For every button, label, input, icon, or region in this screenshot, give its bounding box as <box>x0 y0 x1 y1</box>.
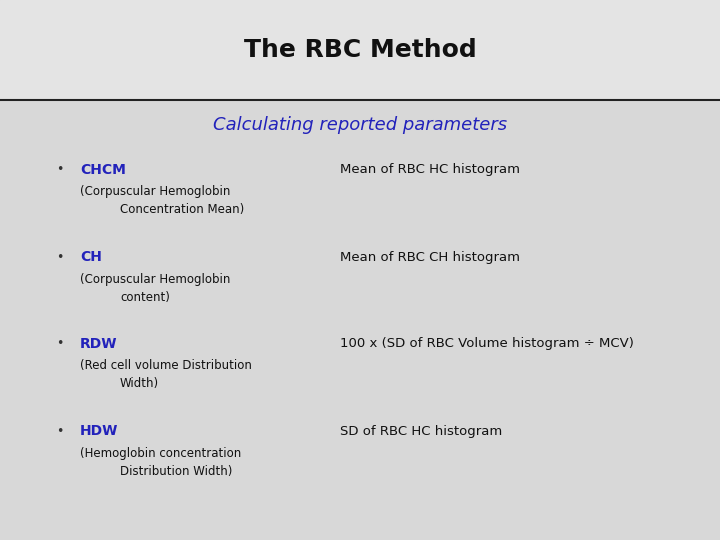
Text: •: • <box>56 338 63 350</box>
Text: (Red cell volume Distribution: (Red cell volume Distribution <box>80 360 252 373</box>
Text: •: • <box>56 424 63 437</box>
Text: RDW: RDW <box>80 337 117 351</box>
Text: content): content) <box>120 291 170 303</box>
Text: Distribution Width): Distribution Width) <box>120 464 233 477</box>
Text: Calculating reported parameters: Calculating reported parameters <box>213 116 507 134</box>
Text: •: • <box>56 251 63 264</box>
Text: Width): Width) <box>120 377 159 390</box>
Text: (Corpuscular Hemoglobin: (Corpuscular Hemoglobin <box>80 273 230 286</box>
Text: (Hemoglobin concentration: (Hemoglobin concentration <box>80 447 241 460</box>
Text: •: • <box>56 164 63 177</box>
Text: HDW: HDW <box>80 424 118 438</box>
Text: SD of RBC HC histogram: SD of RBC HC histogram <box>340 424 503 437</box>
Text: Mean of RBC CH histogram: Mean of RBC CH histogram <box>340 251 520 264</box>
Text: (Corpuscular Hemoglobin: (Corpuscular Hemoglobin <box>80 186 230 199</box>
Text: The RBC Method: The RBC Method <box>243 38 477 62</box>
Text: Concentration Mean): Concentration Mean) <box>120 204 244 217</box>
Text: CH: CH <box>80 250 102 264</box>
Text: CHCM: CHCM <box>80 163 126 177</box>
Bar <box>0 0 720 100</box>
Text: 100 x (SD of RBC Volume histogram ÷ MCV): 100 x (SD of RBC Volume histogram ÷ MCV) <box>340 338 634 350</box>
Text: Mean of RBC HC histogram: Mean of RBC HC histogram <box>340 164 520 177</box>
